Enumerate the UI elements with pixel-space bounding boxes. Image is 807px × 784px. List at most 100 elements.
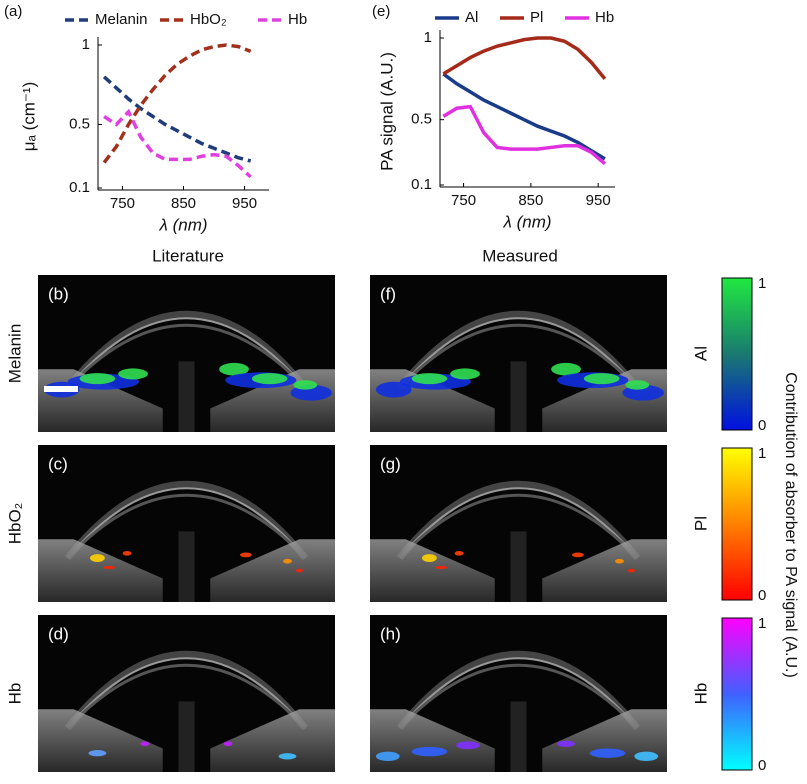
cornea-arc xyxy=(396,650,641,731)
cornea-arc xyxy=(64,310,309,391)
ultrasound-image xyxy=(38,615,335,772)
absorber-overlay xyxy=(571,552,584,558)
cornea-arc xyxy=(398,663,639,730)
absorber-overlay xyxy=(450,368,480,380)
colorbar-title: Contribution of absorber to PA signal (A… xyxy=(782,372,799,678)
absorber-overlay xyxy=(293,380,318,390)
absorber-overlay xyxy=(79,373,116,385)
absorber-overlay xyxy=(219,362,249,376)
cornea-arc xyxy=(396,480,641,561)
panel-label: (b) xyxy=(48,284,69,303)
cornea-arc xyxy=(66,317,307,389)
cornea-arc xyxy=(64,650,309,731)
y-tick-label: 1 xyxy=(424,29,432,46)
absorber-overlay xyxy=(295,568,303,573)
series-line xyxy=(103,108,252,179)
panel-label: (e) xyxy=(372,3,390,20)
ultrasound-image xyxy=(370,615,667,772)
column-title: Literature xyxy=(152,246,224,265)
absorber-overlay xyxy=(551,362,581,376)
legend-label: Hb xyxy=(595,9,614,26)
colorbar xyxy=(721,277,753,431)
panel-label: (f) xyxy=(380,284,396,303)
cornea-arc xyxy=(398,493,639,560)
cornea-arc xyxy=(64,480,309,561)
y-tick-label: 0.5 xyxy=(411,111,432,128)
tissue xyxy=(370,709,495,772)
absorber-overlay xyxy=(239,552,252,558)
cornea-arc xyxy=(398,657,639,729)
panel-label: (g) xyxy=(380,454,401,473)
y-tick-label: 0.5 xyxy=(69,115,90,132)
colorbar xyxy=(721,617,753,771)
row-label: Hb xyxy=(5,683,24,705)
ultrasound-image xyxy=(38,445,335,602)
column-title: Measured xyxy=(482,246,558,265)
absorber-overlay xyxy=(118,368,148,380)
absorber-overlay xyxy=(375,381,412,398)
cornea-arc xyxy=(396,310,641,391)
y-axis-label: μₐ (cm⁻¹) xyxy=(19,82,38,151)
tissue xyxy=(210,539,335,602)
x-tick-label: 750 xyxy=(110,195,135,212)
row-label: Al xyxy=(691,346,710,361)
absorber-overlay xyxy=(223,741,233,747)
absorber-overlay xyxy=(140,741,150,747)
absorber-overlay xyxy=(583,373,620,385)
cornea-arc xyxy=(66,487,307,559)
tissue xyxy=(38,709,163,772)
absorber-overlay xyxy=(103,565,116,570)
colorbar-min: 0 xyxy=(758,587,766,604)
scale-bar xyxy=(44,386,78,392)
series-line xyxy=(442,104,607,166)
cornea-arc xyxy=(398,323,639,390)
cornea-arc xyxy=(66,323,307,390)
absorber-overlay xyxy=(411,373,448,385)
tissue xyxy=(38,539,163,602)
y-tick-label: 1 xyxy=(82,36,90,53)
absorber-overlay xyxy=(589,748,626,758)
legend-label: Pl xyxy=(530,9,543,26)
cornea-arc xyxy=(398,487,639,559)
row-label: Hb xyxy=(691,683,710,705)
ultrasound-image xyxy=(370,445,667,602)
cornea-arc xyxy=(66,663,307,730)
ultrasound-image xyxy=(38,275,335,432)
absorber-overlay xyxy=(411,746,448,757)
tissue xyxy=(210,709,335,772)
cornea-arc xyxy=(66,493,307,560)
colorbar-max: 1 xyxy=(758,445,766,462)
cornea-arc xyxy=(66,657,307,729)
x-tick-label: 950 xyxy=(232,195,257,212)
absorber-overlay xyxy=(283,558,292,564)
absorber-overlay xyxy=(251,373,288,385)
colorbar-max: 1 xyxy=(758,275,766,292)
colorbar-min: 0 xyxy=(758,417,766,434)
absorber-overlay xyxy=(435,565,448,570)
legend-label: Melanin xyxy=(95,11,148,28)
panel-label: (h) xyxy=(380,624,401,643)
absorber-overlay xyxy=(278,753,297,760)
y-axis-label: PA signal (A.U.) xyxy=(377,52,396,171)
x-axis-label: λ (nm) xyxy=(158,215,207,234)
absorber-overlay xyxy=(456,741,480,750)
absorber-overlay xyxy=(625,380,650,390)
absorber-overlay xyxy=(454,550,464,556)
absorber-overlay xyxy=(615,558,624,564)
absorber-overlay xyxy=(557,740,575,747)
colorbar-min: 0 xyxy=(758,757,766,774)
absorber-overlay xyxy=(89,554,105,562)
row-label: Melanin xyxy=(5,324,24,384)
legend-label: HbO₂ xyxy=(190,11,227,28)
x-tick-label: 850 xyxy=(171,195,196,212)
ultrasound-image xyxy=(370,275,667,432)
tissue xyxy=(370,539,495,602)
absorber-overlay xyxy=(375,751,400,762)
series-line xyxy=(442,36,607,80)
y-tick-label: 0.1 xyxy=(411,176,432,193)
absorber-overlay xyxy=(634,751,659,762)
series-line xyxy=(102,75,252,163)
row-label: Pl xyxy=(691,516,710,531)
cornea-arc xyxy=(398,317,639,389)
